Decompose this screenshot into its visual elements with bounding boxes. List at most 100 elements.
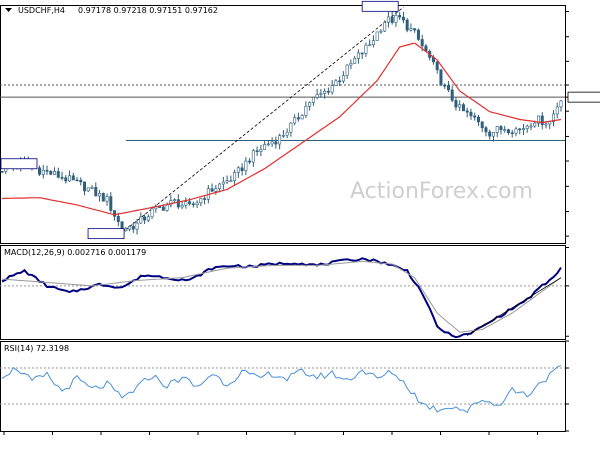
candle-body [338,80,342,83]
candle-body [375,31,379,41]
candle-body [263,144,267,150]
candle-body [555,106,559,115]
dropdown-arrow-icon[interactable] [5,8,12,12]
candle-body [458,104,462,108]
candle-body [90,187,94,189]
candle-body [446,85,450,91]
macd-trend-line [466,277,562,336]
candle-body [86,187,90,192]
candle-body [398,15,402,18]
candle-body [101,193,105,202]
candle-body [349,63,353,66]
panel-frame-rsi [0,341,566,432]
candle-body [64,177,68,182]
candle-body [113,210,117,217]
candle-body [506,129,510,133]
candle-body [98,193,102,197]
candle-body [75,179,79,182]
macd-signal-line [1,260,562,333]
price-annotation-box [0,158,38,170]
candle-body [386,16,390,23]
candle-body [443,84,447,87]
candle-body [173,199,177,201]
candle-body [525,125,529,129]
price-annotation-box [87,228,125,240]
candle-body [491,132,495,137]
candle-body [488,131,492,137]
candle-body [409,28,413,31]
candle-body [270,141,274,145]
candle-body [540,115,544,126]
candle-body [304,105,308,116]
candle-body [41,169,45,175]
candle-body [274,141,278,145]
candle-body [131,226,135,230]
candle-body [266,143,270,146]
candle-body [229,180,233,182]
candle-body [236,167,240,173]
candle-body [109,196,113,211]
candle-body [323,90,327,94]
candle-body [259,149,263,152]
candle-body [124,228,128,232]
candle-body [533,122,537,127]
candle-body [293,117,297,124]
candle-body [285,131,289,136]
candle-body [356,52,360,59]
candle-body [345,64,349,76]
candle-body [45,169,49,172]
candle-body [248,160,252,163]
candle-body [551,113,555,123]
candle-body [225,180,229,183]
candle-body [79,179,83,183]
candle-body [435,61,439,71]
candle-body [218,183,222,189]
candle-body [559,100,563,108]
candle-body [251,150,255,163]
candle-body [233,172,237,181]
candle-body [390,16,394,23]
candle-body [476,116,480,123]
candle-body [105,196,109,202]
candle-body [368,44,372,47]
candle-body [473,115,477,118]
candle-body [191,203,195,206]
panel-frame-macd [0,245,566,340]
rsi-title: RSI(14) 72.3198 [4,344,69,353]
candle-body [38,167,42,175]
candle-body [60,176,64,179]
candle-body [221,181,225,185]
watermark: ActionForex.com [350,179,533,204]
candle-body [319,93,323,95]
candle-body [405,19,409,31]
candle-body [371,40,375,46]
candle-body [116,216,120,222]
candle-body [139,216,143,224]
candle-body [0,170,4,173]
candle-body [484,127,488,133]
candle-body [480,121,484,129]
candle-body [214,188,218,192]
current-price-box [567,91,600,103]
candle-body [128,226,132,230]
candle-body [334,80,338,86]
moving-average-line [1,42,562,216]
candle-body [281,134,285,137]
candle-body [146,216,150,221]
candle-body [499,126,503,131]
candle-body [180,204,184,208]
candle-body [360,52,364,55]
candle-body [379,30,383,33]
candle-body [469,111,473,117]
candle-body [461,104,465,112]
candle-body [510,132,514,134]
candle-body [143,216,147,221]
symbol-title: USDCHF,H4 [18,6,65,15]
candle-body [413,28,417,31]
candle-body [53,171,57,175]
candle-body [465,110,469,113]
candle-body [394,15,398,23]
candle-body [401,16,405,21]
candle-body [311,97,315,103]
